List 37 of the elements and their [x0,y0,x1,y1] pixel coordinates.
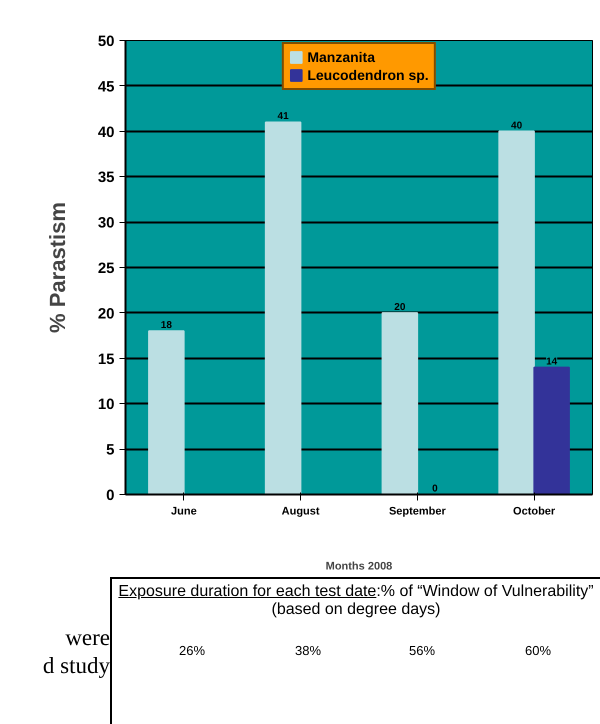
data-label: 41 [278,111,290,122]
y-tick-label: 35 [98,169,115,186]
data-label: 18 [160,320,172,332]
y-axis-title: % Parastism [44,202,70,333]
y-tick-label: 0 [106,487,114,504]
y-tick-label: 15 [98,350,115,368]
text: 26% [178,643,206,658]
y-tick-label: 25 [98,260,115,277]
bar [264,121,302,494]
x-axis-title: Months 2008 [326,560,392,572]
data-label: 40 [511,120,523,132]
text: were [65,625,110,651]
y-tick-label: 20 [98,305,115,322]
text: 56% [408,643,436,658]
data-label: 14 [546,356,558,368]
x-tick-label: June [171,506,197,518]
text: 60% [524,643,552,658]
text: 38% [294,643,322,658]
bar [498,130,535,494]
bar [382,312,418,494]
y-tick-label: 40 [98,124,115,141]
bar [533,366,570,494]
x-tick-label: August [282,506,320,518]
legend-label: Manzanita [307,49,376,65]
text: d study [42,653,110,679]
y-tick-label: 45 [98,78,115,96]
data-label: 20 [394,302,406,313]
x-tick-label: September [388,506,447,518]
bar [148,330,185,494]
x-tick-label: October [513,506,556,518]
text: Exposure duration for each test date:% of “Window of Vulnerability” (based on degree days) [117,583,595,619]
data-label: 0 [432,484,438,494]
y-tick-label: 10 [98,396,115,414]
y-tick-label: 5 [106,442,114,459]
y-tick-label: 30 [98,214,115,232]
y-tick-label: 50 [98,33,115,50]
legend-label: Leucodendron sp. [307,67,429,83]
